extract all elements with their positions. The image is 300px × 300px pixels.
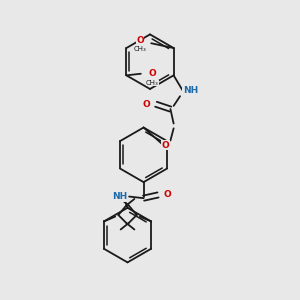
Text: NH: NH bbox=[112, 192, 128, 201]
Text: NH: NH bbox=[183, 86, 198, 95]
Text: O: O bbox=[142, 100, 150, 109]
Text: O: O bbox=[164, 190, 172, 200]
Text: CH₃: CH₃ bbox=[146, 80, 158, 86]
Text: O: O bbox=[162, 141, 170, 150]
Text: O: O bbox=[136, 35, 144, 44]
Text: CH₃: CH₃ bbox=[134, 46, 146, 52]
Text: O: O bbox=[148, 69, 156, 78]
